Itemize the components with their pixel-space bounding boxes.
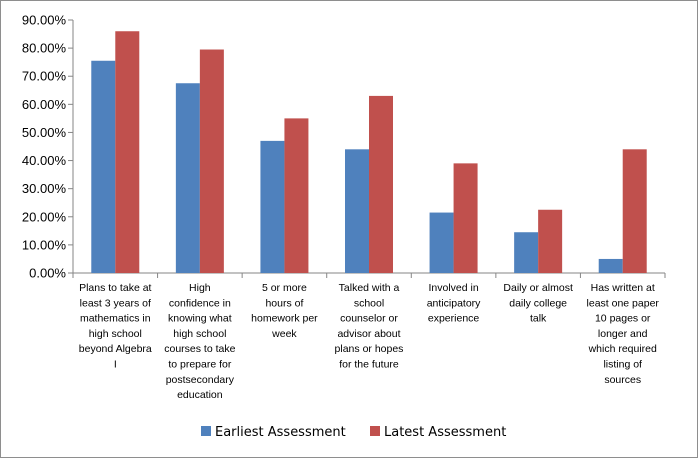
bar-earliest xyxy=(429,212,454,273)
y-tick-label: 50.00% xyxy=(22,125,67,140)
x-category-label-line: 5 or more xyxy=(262,282,307,294)
x-category-label-line: courses to take xyxy=(164,343,235,355)
bar-earliest xyxy=(598,258,623,273)
x-category-label-line: plans or hopes xyxy=(335,343,404,355)
x-category-label-line: mathematics in xyxy=(80,313,151,325)
bar-earliest xyxy=(345,149,369,273)
x-category-label-line: least 3 years of xyxy=(80,297,151,309)
x-category-label-line: counselor or xyxy=(340,313,398,325)
x-category-label: 5 or more hours of homework per week xyxy=(251,282,318,340)
x-category-label-line: Involved in xyxy=(428,282,478,294)
x-category-label-line: postsecondary xyxy=(166,374,235,386)
x-category-label: Talked with a school counselor or advisor a… xyxy=(335,282,404,371)
x-category-label-line: sources xyxy=(604,374,641,386)
x-category-label-line: High xyxy=(189,282,211,294)
bar-latest xyxy=(453,163,478,273)
y-tick-label: 40.00% xyxy=(22,153,67,168)
x-category-label-line: high school xyxy=(89,328,142,340)
x-category-label-line: which required xyxy=(588,343,657,355)
x-category-label: Plans to take at least 3 years of mathemat… xyxy=(79,282,152,371)
bar-latest xyxy=(369,95,393,274)
x-category-label-line: for the future xyxy=(339,359,399,371)
bar-latest xyxy=(284,118,309,273)
bar-latest xyxy=(115,31,140,273)
y-tick-label: 30.00% xyxy=(22,181,67,196)
y-tick-label: 10.00% xyxy=(22,237,67,252)
x-category-label-line: Has written at xyxy=(591,282,655,294)
legend-swatch xyxy=(201,426,211,436)
y-tick-label: 20.00% xyxy=(22,209,67,224)
legend-label: Latest Assessment xyxy=(384,425,506,440)
x-category-label-line: I xyxy=(114,359,117,371)
bar-latest xyxy=(199,49,224,274)
bar-latest xyxy=(538,209,563,273)
x-category-label-line: Plans to take at xyxy=(79,282,151,294)
x-category-label-line: least one paper xyxy=(587,297,660,309)
x-category-label-line: daily college xyxy=(509,297,567,309)
x-category-label: High confidence in knowing what high school… xyxy=(164,282,235,401)
x-category-label-line: to prepare for xyxy=(168,359,232,371)
x-category-label: Has written at least one paper 10 pages or… xyxy=(587,282,660,386)
x-category-label-line: anticipatory xyxy=(427,297,481,309)
x-category-label-line: listing of xyxy=(603,359,642,371)
bar-earliest xyxy=(91,60,116,274)
x-category-label-line: Talked with a xyxy=(339,282,400,294)
x-category-label-line: longer and xyxy=(598,328,648,340)
legend-label: Earliest Assessment xyxy=(215,425,346,440)
x-category-label-line: talk xyxy=(530,313,547,325)
x-category-label: Involved in anticipatory experience xyxy=(427,282,481,325)
bar-earliest xyxy=(175,83,200,273)
x-category-label-line: knowing what xyxy=(168,313,232,325)
x-category-label: Daily or almost daily college talk xyxy=(503,282,573,325)
x-category-label-line: hours of xyxy=(265,297,303,309)
y-tick-label: 90.00% xyxy=(22,13,67,28)
y-tick-label: 60.00% xyxy=(22,97,67,112)
bar-earliest xyxy=(260,140,285,273)
x-category-label-line: advisor about xyxy=(337,328,400,340)
x-category-label-line: beyond Algebra xyxy=(79,343,152,355)
y-tick-label: 0.00% xyxy=(29,266,66,281)
x-category-label-line: week xyxy=(271,328,297,340)
x-category-label-line: confidence in xyxy=(169,297,231,309)
x-category-label-line: experience xyxy=(428,313,480,325)
y-tick-label: 70.00% xyxy=(22,69,67,84)
x-category-label-line: Daily or almost xyxy=(503,282,573,294)
x-category-label-line: 10 pages or xyxy=(595,313,651,325)
bar-earliest xyxy=(514,232,539,273)
x-category-label-line: education xyxy=(177,389,223,401)
x-category-label-line: homework per xyxy=(251,313,318,325)
x-category-label-line: high school xyxy=(173,328,226,340)
legend-swatch xyxy=(370,426,380,436)
y-tick-label: 80.00% xyxy=(22,41,67,56)
bar-latest xyxy=(622,149,647,273)
x-category-label-line: school xyxy=(354,297,384,309)
